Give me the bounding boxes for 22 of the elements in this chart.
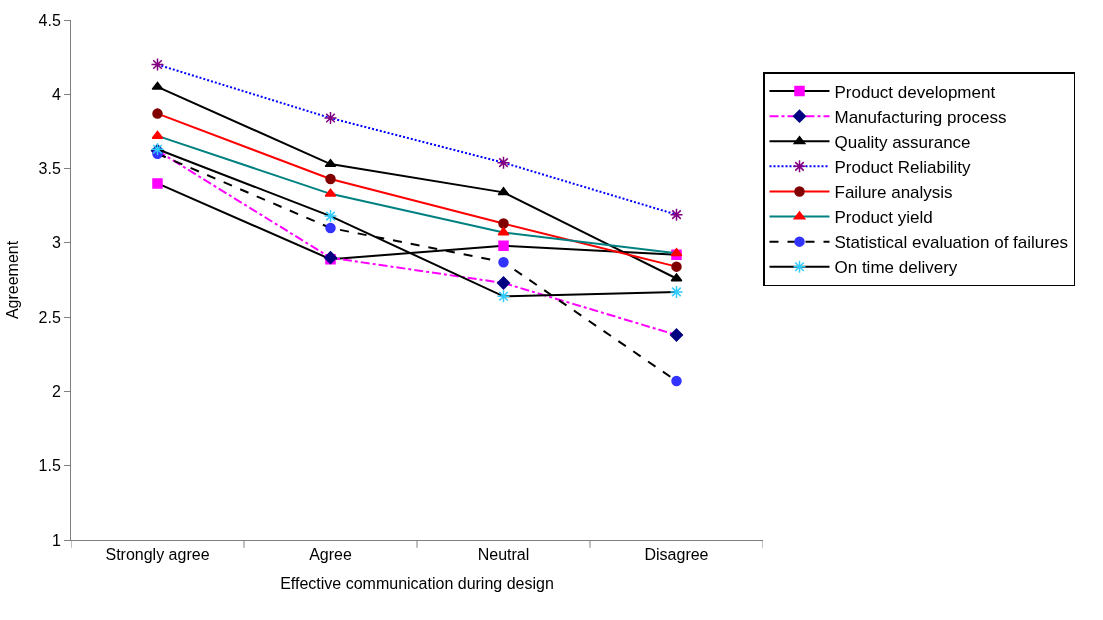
legend-label: Product development: [834, 82, 996, 102]
legend-label: Failure analysis: [834, 183, 953, 203]
y-tick-label: 2.5: [38, 308, 61, 326]
legend-label: On time delivery: [834, 258, 958, 278]
x-tick-label: Agree: [309, 546, 352, 564]
y-tick-label: 3: [51, 234, 61, 252]
y-tick-label: 1.5: [38, 457, 61, 475]
y-tick-label: 3.5: [38, 160, 61, 178]
legend-label: Quality assurance: [834, 132, 971, 152]
legend-label: Manufacturing process: [834, 107, 1007, 127]
legend-label: Statistical evaluation of failures: [834, 233, 1068, 253]
x-tick-label: Disagree: [644, 546, 709, 564]
legend-label: Product Reliability: [834, 157, 972, 177]
x-tick-label: Neutral: [477, 546, 530, 564]
y-tick-label: 1: [51, 531, 61, 549]
y-axis-title: Agreement: [4, 240, 22, 320]
y-tick-label: 4.5: [38, 11, 61, 29]
y-tick-label: 2: [51, 383, 61, 401]
x-axis-title: Effective communication during design: [280, 574, 554, 592]
legend-label: Product yield: [834, 208, 933, 228]
x-tick-label: Strongly agree: [105, 546, 210, 564]
y-tick-label: 4: [51, 85, 61, 103]
